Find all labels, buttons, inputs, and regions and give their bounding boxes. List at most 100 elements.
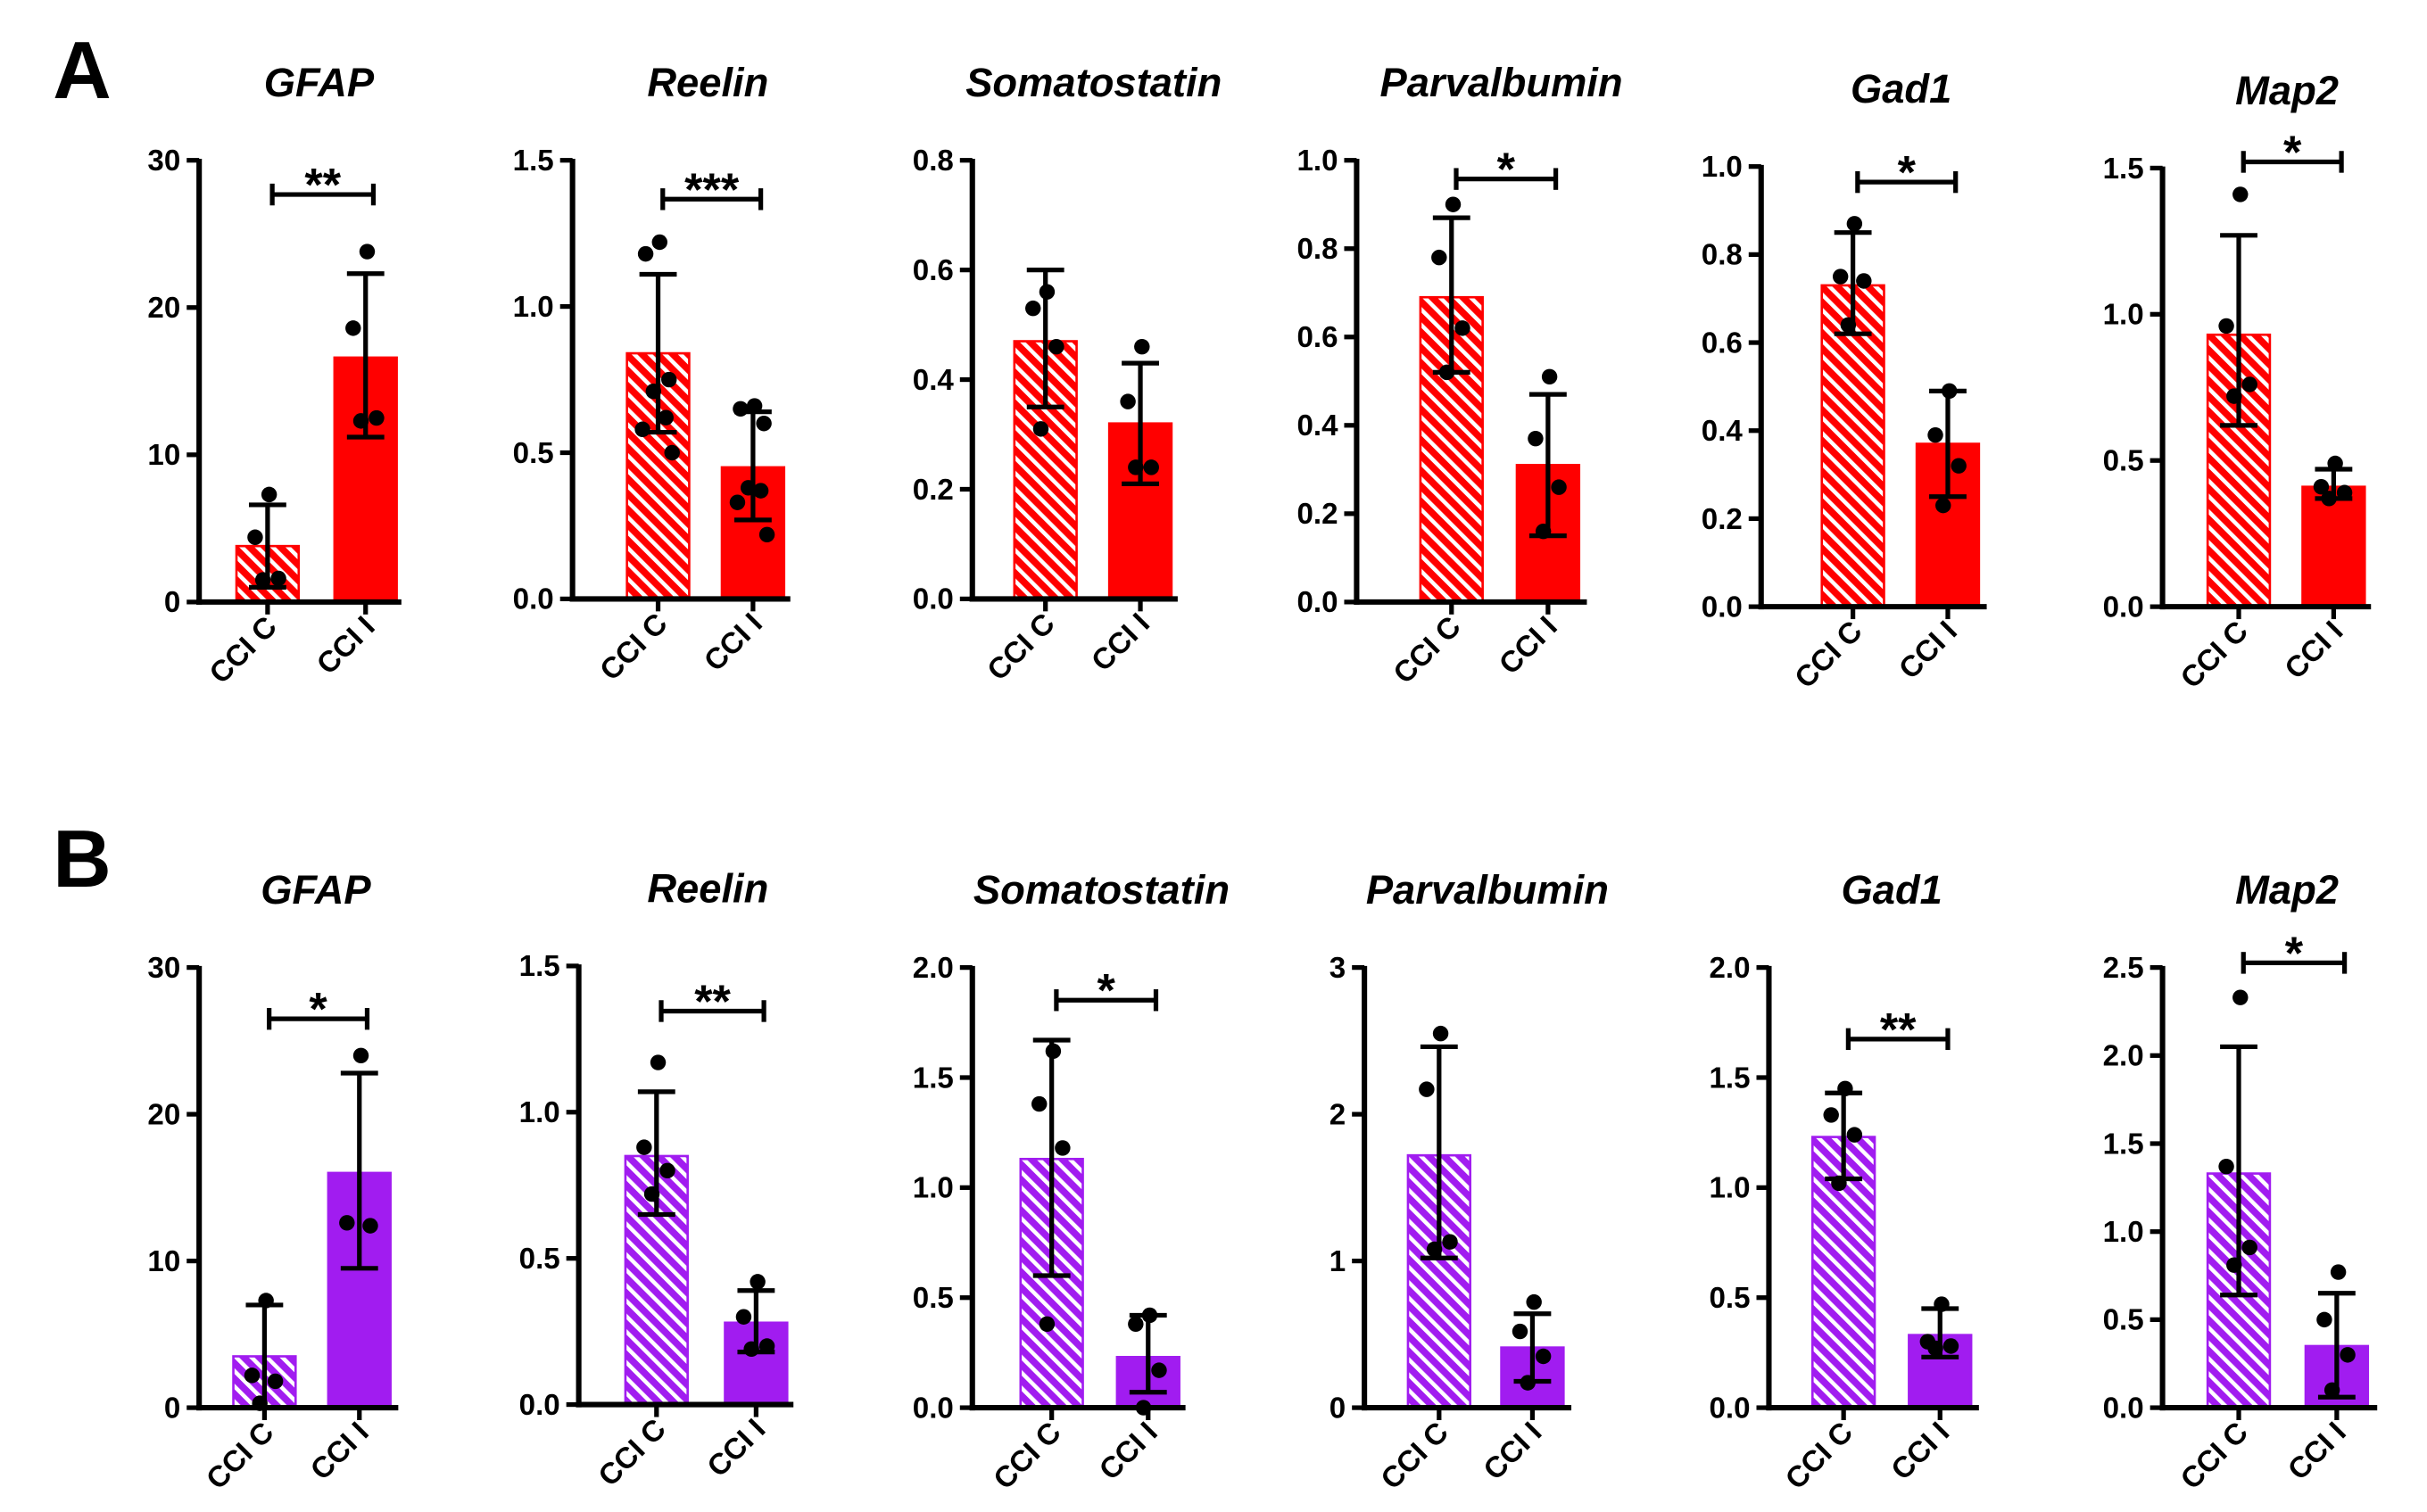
significance-bracket: * bbox=[2241, 127, 2344, 178]
significance-label: ** bbox=[694, 976, 731, 1028]
y-tick-label: 0.0 bbox=[1702, 591, 1743, 624]
data-point-cci-c bbox=[1431, 249, 1447, 266]
data-point-cci-i bbox=[746, 398, 763, 414]
y-tick-label: 1.5 bbox=[1710, 1062, 1751, 1095]
y-tick-label: 2.0 bbox=[1710, 952, 1751, 985]
significance-label: * bbox=[1098, 965, 1116, 1017]
data-point-cci-c bbox=[1419, 1081, 1435, 1097]
error-bar-cci-c bbox=[1420, 1044, 1458, 1260]
chart-title: Map2 bbox=[2235, 867, 2339, 913]
chart-title: Map2 bbox=[2235, 68, 2339, 113]
y-tick-label: 2.0 bbox=[2103, 1040, 2144, 1073]
y-tick-label: 1.0 bbox=[513, 291, 554, 324]
data-point-cci-c bbox=[659, 1162, 675, 1179]
data-point-cci-c bbox=[2226, 388, 2242, 404]
chart-title: Gad1 bbox=[1842, 867, 1942, 913]
chart-title: Reelin bbox=[647, 865, 768, 911]
data-point-cci-c bbox=[1445, 196, 1462, 212]
data-point-cci-i bbox=[1942, 1338, 1959, 1354]
y-tick-label: 1.0 bbox=[2103, 299, 2144, 332]
y-tick-label: 0 bbox=[1329, 1392, 1346, 1425]
data-point-cci-i bbox=[1951, 458, 1967, 474]
y-tick-label: 1.0 bbox=[913, 1172, 954, 1205]
data-point-cci-i bbox=[2323, 1382, 2340, 1399]
y-tick-label: 0.0 bbox=[1296, 586, 1338, 619]
significance-bracket: ** bbox=[269, 160, 377, 211]
data-point-cci-i bbox=[1535, 523, 1552, 540]
significance-bracket: *** bbox=[660, 164, 764, 216]
data-point-cci-c bbox=[2241, 1239, 2257, 1256]
data-point-cci-i bbox=[752, 483, 769, 499]
data-point-cci-c bbox=[1039, 284, 1056, 300]
data-point-cci-c bbox=[258, 1293, 274, 1309]
significance-bracket: * bbox=[1454, 145, 1559, 196]
y-tick-label: 1.5 bbox=[913, 1062, 954, 1095]
data-point-cci-c bbox=[1840, 317, 1857, 334]
data-point-cci-i bbox=[735, 1309, 752, 1325]
significance-bracket: * bbox=[1855, 147, 1959, 199]
data-point-cci-c bbox=[2232, 186, 2249, 202]
data-point-cci-i bbox=[750, 1274, 766, 1290]
data-point-cci-c bbox=[645, 383, 662, 400]
y-tick-label: 0.0 bbox=[2103, 591, 2144, 624]
data-point-cci-c bbox=[2218, 1158, 2234, 1175]
data-point-cci-c bbox=[1048, 338, 1064, 355]
data-point-cci-i bbox=[2330, 1264, 2347, 1280]
data-point-cci-c bbox=[650, 1054, 667, 1070]
y-tick-label: 0.8 bbox=[913, 145, 954, 178]
significance-bracket: * bbox=[1054, 965, 1159, 1017]
y-tick-label: 1.0 bbox=[1710, 1172, 1751, 1205]
y-tick-label: 0.4 bbox=[1296, 409, 1338, 442]
data-point-cci-c bbox=[1846, 216, 1863, 232]
data-point-cci-c bbox=[247, 529, 263, 545]
data-point-cci-i bbox=[743, 1341, 759, 1358]
data-point-cci-c bbox=[1045, 1043, 1062, 1060]
data-point-cci-i bbox=[1934, 1296, 1950, 1312]
chart-title: GFAP bbox=[264, 60, 375, 105]
y-tick-label: 0.5 bbox=[513, 437, 554, 470]
data-point-cci-i bbox=[339, 1215, 355, 1231]
error-bar-cci-i bbox=[2317, 1291, 2356, 1400]
data-point-cci-i bbox=[1128, 459, 1144, 475]
data-point-cci-i bbox=[1927, 1340, 1943, 1357]
data-point-cci-i bbox=[1141, 1307, 1158, 1324]
data-point-cci-c bbox=[254, 572, 271, 588]
y-tick-label: 0 bbox=[164, 586, 180, 619]
chart-title: Parvalbumin bbox=[1380, 60, 1623, 105]
y-tick-label: 0.6 bbox=[1702, 326, 1743, 359]
y-tick-label: 0.6 bbox=[913, 254, 954, 287]
panel-label-a: A bbox=[53, 26, 111, 116]
significance-label: * bbox=[2283, 127, 2302, 178]
data-point-cci-i bbox=[1128, 1316, 1144, 1333]
data-point-cci-c bbox=[1426, 1241, 1443, 1258]
data-point-cci-c bbox=[658, 409, 674, 426]
data-point-cci-c bbox=[1856, 273, 1872, 289]
data-point-cci-i bbox=[1151, 1362, 1167, 1378]
chart-title: Somatostatin bbox=[965, 60, 1222, 105]
significance-bracket: * bbox=[2241, 928, 2348, 979]
data-point-cci-i bbox=[1541, 368, 1558, 385]
y-tick-label: 0.5 bbox=[519, 1243, 560, 1276]
y-tick-label: 20 bbox=[147, 292, 180, 325]
y-tick-label: 1.0 bbox=[2103, 1216, 2144, 1249]
chart-title: Somatostatin bbox=[973, 867, 1230, 913]
bar-cci-i bbox=[2301, 485, 2366, 608]
y-tick-label: 0.4 bbox=[1702, 415, 1744, 448]
y-tick-label: 0 bbox=[164, 1392, 180, 1425]
significance-label: ** bbox=[1880, 1004, 1917, 1056]
data-point-cci-i bbox=[733, 401, 749, 417]
data-point-cci-i bbox=[1528, 430, 1544, 447]
y-tick-label: 0.0 bbox=[519, 1389, 560, 1422]
y-tick-label: 3 bbox=[1329, 952, 1346, 985]
data-point-cci-c bbox=[661, 371, 677, 388]
data-point-cci-c bbox=[643, 1186, 660, 1202]
data-point-cci-c bbox=[270, 570, 286, 587]
y-tick-label: 2 bbox=[1329, 1098, 1346, 1131]
error-bar-cci-i bbox=[340, 1070, 378, 1271]
y-tick-label: 0.0 bbox=[2103, 1392, 2144, 1425]
chart-title: Gad1 bbox=[1851, 66, 1951, 112]
chart-title: Reelin bbox=[647, 60, 768, 105]
y-tick-label: 10 bbox=[147, 1245, 180, 1278]
